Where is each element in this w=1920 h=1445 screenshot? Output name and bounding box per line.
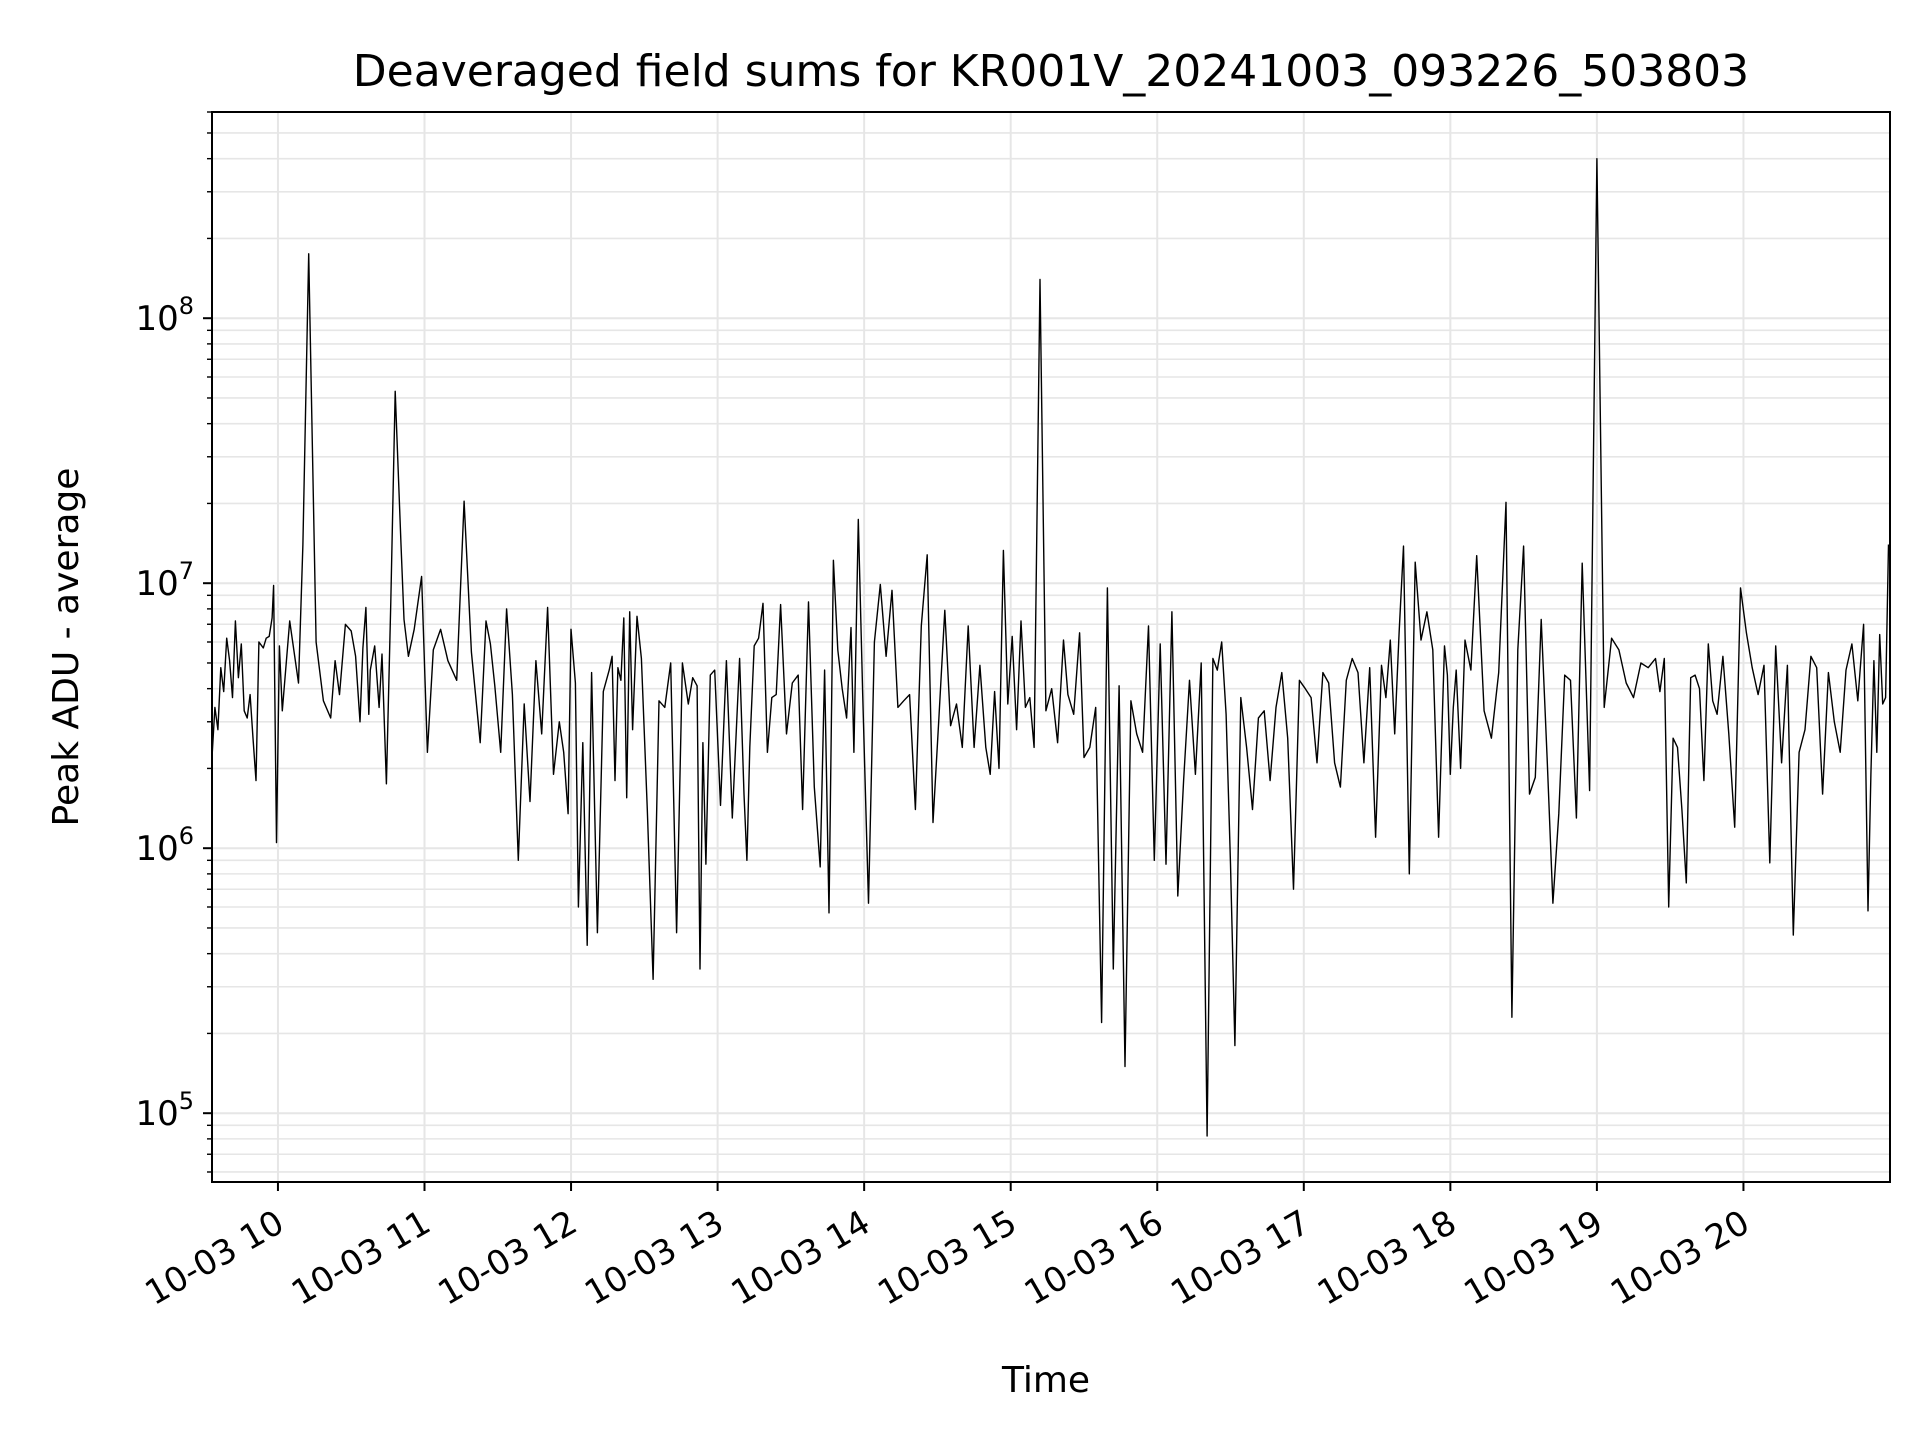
y-tick-label: 105 <box>135 1087 194 1134</box>
y-axis-label: Peak ADU - average <box>46 468 87 827</box>
chart-title: Deaveraged field sums for KR001V_2024100… <box>353 46 1749 97</box>
series-line <box>211 157 1890 1137</box>
y-tick-label: 108 <box>135 292 194 339</box>
y-tick-label: 107 <box>135 557 194 604</box>
y-tick-label: 106 <box>135 822 194 869</box>
x-axis-label: Time <box>1001 1360 1090 1401</box>
series-layer <box>211 157 1890 1137</box>
grid-lines <box>212 111 1890 1182</box>
plot-frame <box>211 111 1891 1183</box>
